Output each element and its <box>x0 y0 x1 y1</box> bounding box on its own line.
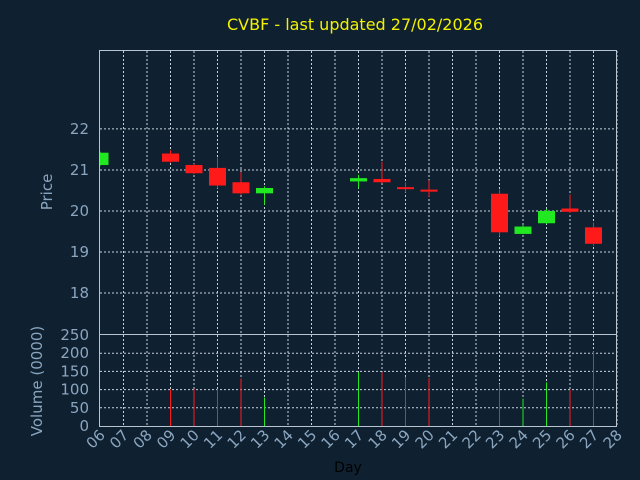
candle-body-13 <box>256 187 273 194</box>
price-tick-label: 22 <box>70 120 89 138</box>
candle-body-17 <box>350 178 367 182</box>
candle-body-11 <box>209 167 226 186</box>
x-tick-label: 10 <box>177 426 203 452</box>
volume-axis-label: Volume (0000) <box>28 326 46 436</box>
candle-body-26 <box>561 208 579 212</box>
x-tick-label: 15 <box>294 426 320 452</box>
volume-plot-frame <box>99 334 617 427</box>
chart-title: CVBF - last updated 27/02/2026 <box>227 15 483 34</box>
volume-tick-label: 200 <box>60 344 89 362</box>
x-tick-label: 07 <box>106 426 132 452</box>
x-tick-label: 12 <box>224 426 250 452</box>
x-tick-label: 20 <box>412 426 438 452</box>
volume-tick-label: 50 <box>70 399 89 417</box>
candle-body-06 <box>100 152 109 166</box>
candle-body-12 <box>232 182 250 194</box>
x-tick-label: 26 <box>553 426 579 452</box>
volume-tick-label: 250 <box>60 326 89 344</box>
candle-body-18 <box>373 178 391 183</box>
x-tick-label: 13 <box>247 426 273 452</box>
candle-body-19 <box>397 187 414 190</box>
price-panel: 18 19 20 21 22 Price <box>38 50 618 335</box>
price-axis-label: Price <box>38 174 56 211</box>
candle-body-10 <box>185 165 203 174</box>
volume-tick-label: 150 <box>60 362 89 380</box>
candle-body-24 <box>514 226 532 234</box>
x-tick-label: 28 <box>600 426 626 452</box>
x-tick-label: 11 <box>200 426 226 452</box>
x-tick-label: 27 <box>576 426 602 452</box>
x-tick-label: 17 <box>341 426 367 452</box>
x-tick-label: 23 <box>482 426 508 452</box>
x-tick-label: 08 <box>130 426 156 452</box>
x-tick-label: 22 <box>459 426 485 452</box>
price-tick-label: 18 <box>70 284 89 302</box>
x-tick-label: 25 <box>529 426 555 452</box>
volume-tick-label: 0 <box>79 417 89 435</box>
x-axis-label: Day <box>334 460 362 476</box>
candle-body-25 <box>538 210 555 224</box>
x-tick-label: 24 <box>506 426 532 452</box>
candle-body-09 <box>162 153 179 162</box>
candle-body-23 <box>491 193 508 233</box>
price-tick-label: 21 <box>70 161 89 179</box>
volume-tick-label: 100 <box>60 381 89 399</box>
candle-body-20 <box>420 189 438 192</box>
x-tick-label: 18 <box>365 426 391 452</box>
price-tick-label: 19 <box>70 243 89 261</box>
x-tick-label: 14 <box>271 426 297 452</box>
x-tick-label: 21 <box>435 426 461 452</box>
candle-body-27 <box>585 227 602 244</box>
price-tick-label: 20 <box>70 202 89 220</box>
x-tick-label: 16 <box>318 426 344 452</box>
x-tick-label: 19 <box>388 426 414 452</box>
x-tick-label: 09 <box>153 426 179 452</box>
